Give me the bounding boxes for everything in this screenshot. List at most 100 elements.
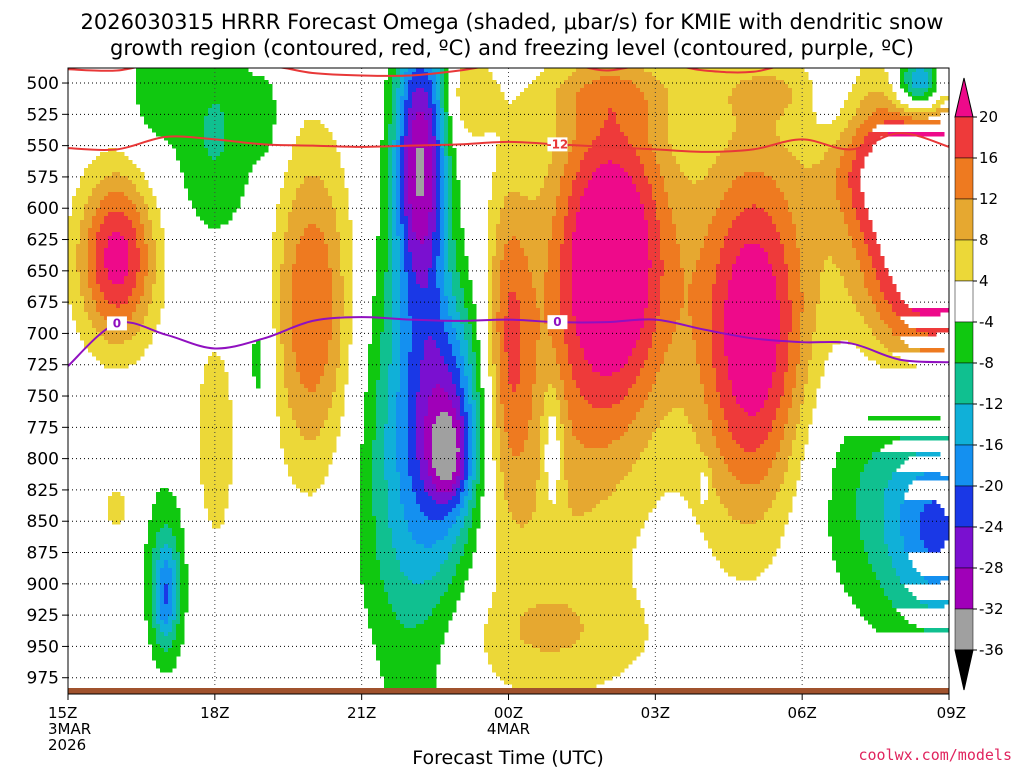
omega-cell	[548, 244, 561, 249]
omega-cell	[536, 488, 549, 493]
omega-cell	[416, 400, 429, 405]
omega-cell	[460, 108, 557, 113]
omega-cell	[448, 500, 461, 505]
omega-cell	[904, 548, 929, 553]
omega-cell	[376, 552, 397, 557]
omega-cell	[556, 360, 569, 365]
omega-cell	[372, 504, 389, 509]
omega-cell	[412, 140, 429, 145]
omega-cell	[148, 536, 157, 541]
omega-cell	[688, 504, 725, 509]
omega-cell	[416, 416, 425, 421]
omega-cell	[176, 536, 185, 541]
omega-cell	[656, 212, 673, 217]
omega-cell	[432, 476, 441, 481]
omega-cell	[176, 596, 181, 601]
omega-cell	[432, 160, 437, 165]
omega-cell	[456, 492, 461, 497]
omega-cell	[560, 268, 573, 273]
omega-cell	[420, 364, 449, 369]
omega-cell	[632, 176, 649, 181]
omega-cell	[460, 448, 465, 453]
omega-cell	[156, 612, 161, 617]
omega-cell	[708, 480, 713, 485]
omega-cell	[372, 332, 381, 337]
omega-cell	[452, 236, 465, 241]
omega-cell	[396, 140, 401, 145]
omega-cell	[448, 184, 453, 189]
omega-cell	[448, 200, 453, 205]
omega-cell	[108, 512, 125, 517]
omega-cell	[564, 476, 625, 481]
omega-cell	[68, 252, 77, 257]
omega-cell	[436, 72, 441, 77]
omega-cell	[440, 296, 449, 301]
omega-cell	[868, 620, 909, 625]
omega-cell	[612, 404, 645, 409]
omega-cell	[636, 416, 665, 421]
omega-cell	[156, 620, 165, 625]
omega-cell	[460, 352, 469, 357]
omega-cell	[340, 328, 353, 333]
omega-cell	[660, 284, 685, 289]
omega-cell	[160, 568, 173, 573]
omega-cell	[76, 260, 89, 265]
omega-cell	[596, 136, 629, 141]
omega-cell	[184, 172, 249, 177]
omega-cell	[500, 348, 505, 353]
omega-cell	[708, 172, 745, 177]
omega-cell	[524, 612, 577, 617]
omega-cell	[400, 352, 409, 357]
omega-cell	[152, 588, 157, 593]
omega-cell	[76, 248, 89, 253]
omega-cell	[476, 360, 481, 365]
omega-cell	[876, 268, 889, 273]
omega-cell	[528, 264, 549, 269]
omega-cell	[492, 404, 497, 409]
omega-cell	[888, 548, 905, 553]
omega-cell	[144, 604, 153, 609]
omega-cell	[172, 640, 185, 645]
omega-cell	[572, 420, 633, 425]
omega-cell	[468, 340, 473, 345]
y-tick-label: 825	[27, 481, 59, 501]
omega-cell	[388, 264, 393, 269]
omega-cell	[140, 324, 157, 329]
omega-cell	[800, 320, 817, 325]
omega-cell	[564, 164, 581, 169]
omega-cell	[712, 164, 805, 169]
omega-cell	[776, 132, 841, 137]
omega-cell	[476, 380, 481, 385]
omega-cell	[424, 88, 433, 93]
omega-cell	[368, 616, 397, 621]
omega-cell	[800, 268, 825, 273]
omega-cell	[460, 72, 493, 77]
omega-cell	[492, 428, 501, 433]
omega-cell	[404, 172, 409, 177]
omega-cell	[864, 548, 889, 553]
omega-cell	[800, 336, 813, 341]
omega-cell	[496, 324, 505, 329]
omega-cell	[488, 332, 493, 337]
omega-cell	[920, 532, 949, 537]
omega-cell	[440, 216, 445, 221]
omega-cell	[320, 428, 341, 433]
omega-cell	[144, 548, 153, 553]
omega-cell	[436, 116, 441, 121]
omega-cell	[156, 244, 165, 249]
omega-cell	[172, 588, 177, 593]
omega-cell	[472, 384, 477, 389]
omega-cell	[396, 468, 409, 473]
omega-cell	[584, 396, 625, 401]
omega-cell	[660, 304, 685, 309]
omega-cell	[128, 248, 141, 253]
omega-cell	[380, 360, 393, 365]
omega-cell	[644, 404, 709, 409]
omega-cell	[480, 480, 485, 485]
omega-cell	[428, 220, 437, 225]
omega-cell	[408, 464, 421, 469]
omega-cell	[384, 444, 397, 449]
omega-cell	[768, 432, 785, 437]
omega-cell	[68, 272, 81, 277]
omega-cell	[920, 600, 949, 605]
